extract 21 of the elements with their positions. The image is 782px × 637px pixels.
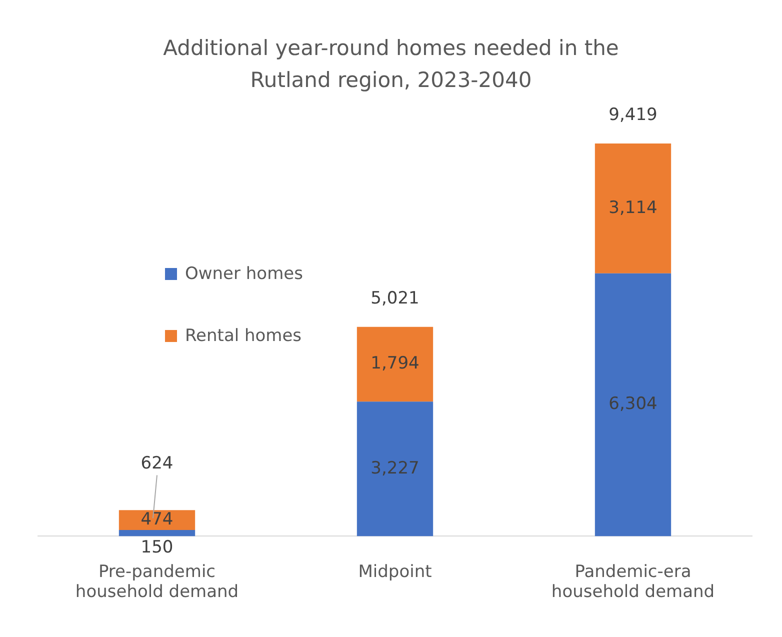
x-tick-label: Midpoint [358,562,432,582]
x-tick-label: Pre-pandemic household demand [75,562,239,602]
bar [118,510,196,530]
bar [594,273,672,536]
data-label: 150 [140,538,174,558]
x-tick-label: Pandemic-era household demand [551,562,715,602]
total-label: 624 [140,454,174,474]
bar [118,530,196,536]
chart-title: Additional year-round homes needed in the Rutland region, 2023-2040 [162,35,620,94]
legend-label: Owner homes [185,264,303,284]
bar [594,144,672,274]
legend-label: Rental homes [185,326,302,346]
total-label: 9,419 [608,104,658,125]
data-label: 3,114 [608,198,658,218]
data-label: 6,304 [608,394,658,414]
bar [356,402,434,536]
data-label: 3,227 [370,458,420,478]
total-label: 5,021 [370,288,420,308]
data-label: 1,794 [370,354,420,374]
data-label: 474 [140,509,174,530]
bar [356,326,434,402]
